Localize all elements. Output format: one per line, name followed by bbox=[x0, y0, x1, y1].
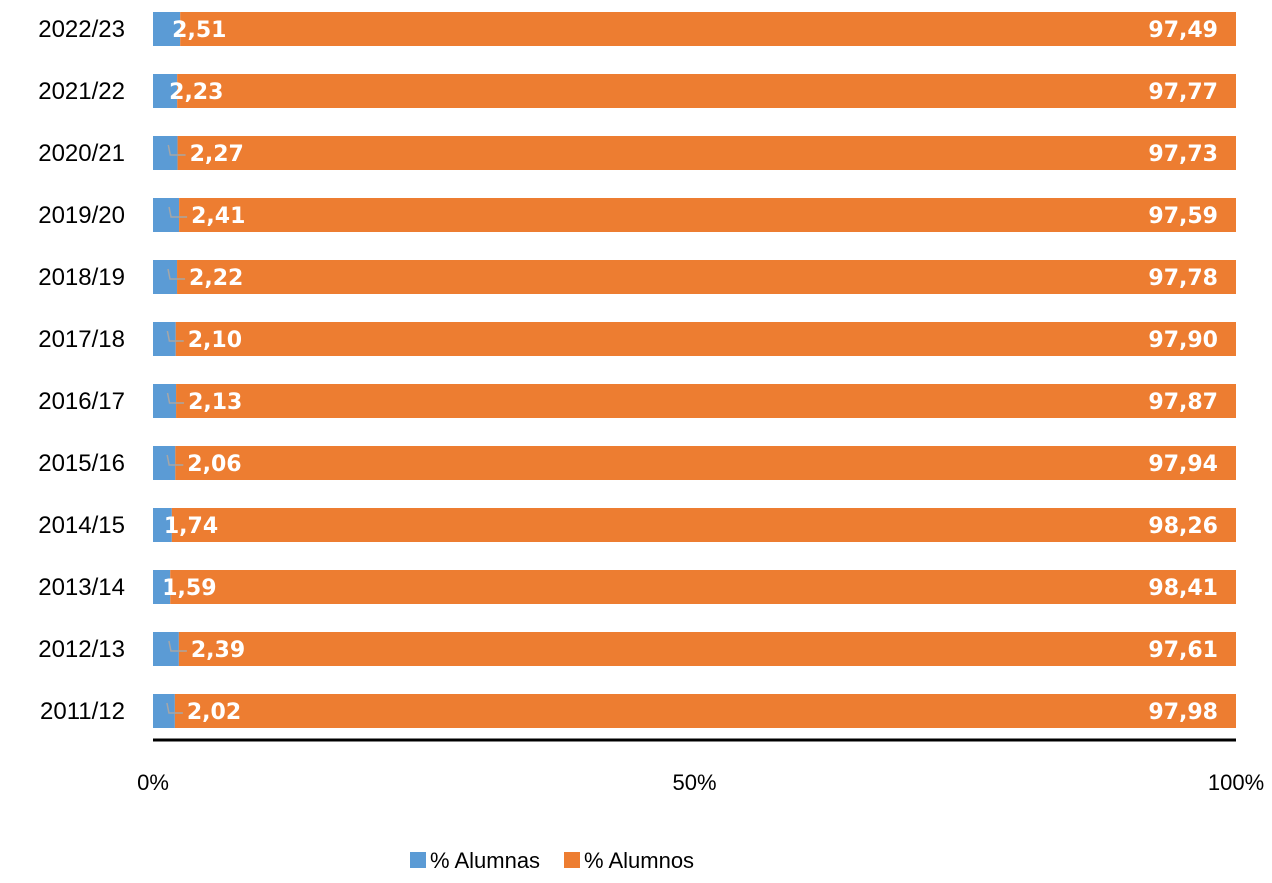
bar-alumnas bbox=[153, 632, 179, 666]
legend: % Alumnas % Alumnos bbox=[410, 848, 694, 873]
category-label: 2018/19 bbox=[38, 264, 125, 291]
bar-alumnos bbox=[179, 198, 1236, 232]
bar-alumnos bbox=[180, 12, 1236, 46]
bar-alumnas bbox=[153, 136, 178, 170]
data-label-alumnas: 1,74 bbox=[164, 514, 218, 539]
leader-line bbox=[166, 702, 183, 714]
data-label-alumnas: 2,13 bbox=[188, 390, 242, 415]
data-label-alumnos: 97,59 bbox=[1148, 204, 1218, 229]
data-label-alumnas: 2,06 bbox=[187, 452, 241, 477]
category-label: 2014/15 bbox=[38, 512, 125, 539]
legend-label: % Alumnas bbox=[430, 848, 540, 873]
bar-alumnos bbox=[177, 74, 1237, 108]
bar-alumnas bbox=[153, 260, 178, 294]
bar-alumnos bbox=[177, 136, 1236, 170]
x-tick-label: 0% bbox=[137, 770, 169, 795]
data-label-alumnos: 97,98 bbox=[1148, 700, 1218, 725]
data-label-alumnos: 98,41 bbox=[1148, 576, 1218, 601]
category-label: 2015/16 bbox=[38, 450, 125, 477]
bar-alumnas bbox=[153, 12, 181, 46]
bar-alumnas bbox=[153, 446, 176, 480]
leader-line bbox=[166, 392, 185, 404]
data-label-alumnas: 2,22 bbox=[189, 266, 243, 291]
bar-alumnas bbox=[153, 508, 172, 542]
category-label: 2020/21 bbox=[38, 140, 125, 167]
legend-swatch bbox=[410, 852, 426, 868]
category-label: 2022/23 bbox=[38, 16, 125, 43]
data-label-alumnos: 98,26 bbox=[1148, 514, 1218, 539]
bar-alumnos bbox=[178, 632, 1237, 666]
bar-alumnas bbox=[153, 322, 176, 356]
data-label-alumnas: 2,39 bbox=[191, 638, 245, 663]
bar-alumnas bbox=[153, 570, 171, 604]
data-labels-layer: 2,51 97,49 2,23 97,77 2,27 97,73 2,41 97,59 2,22… bbox=[162, 18, 1218, 725]
bars-layer bbox=[153, 12, 1237, 728]
category-label: 2016/17 bbox=[38, 388, 125, 415]
bar-alumnas bbox=[153, 198, 180, 232]
bar-alumnos bbox=[170, 570, 1236, 604]
leader-line bbox=[166, 454, 184, 466]
x-tick-label: 50% bbox=[672, 770, 716, 795]
data-label-alumnos: 97,87 bbox=[1148, 390, 1218, 415]
data-label-alumnos: 97,49 bbox=[1148, 18, 1218, 43]
bar-alumnos bbox=[175, 322, 1236, 356]
data-label-alumnas: 2,02 bbox=[187, 700, 241, 725]
data-label-alumnos: 97,90 bbox=[1148, 328, 1218, 353]
leader-line bbox=[166, 330, 184, 342]
legend-label: % Alumnos bbox=[584, 848, 694, 873]
data-label-alumnos: 97,94 bbox=[1148, 452, 1218, 477]
data-label-alumnos: 97,73 bbox=[1148, 142, 1218, 167]
bar-alumnos bbox=[177, 260, 1236, 294]
category-label: 2011/12 bbox=[40, 698, 125, 725]
x-tick-labels-layer: 0% 50% 100% bbox=[137, 770, 1264, 795]
bar-alumnas bbox=[153, 74, 178, 108]
data-label-alumnas: 1,59 bbox=[162, 576, 216, 601]
category-label: 2019/20 bbox=[38, 202, 125, 229]
bar-alumnas bbox=[153, 384, 177, 418]
category-label: 2012/13 bbox=[38, 636, 125, 663]
bar-alumnas bbox=[153, 694, 175, 728]
data-label-alumnos: 97,78 bbox=[1148, 266, 1218, 291]
category-label: 2013/14 bbox=[38, 574, 125, 601]
data-label-alumnos: 97,61 bbox=[1148, 638, 1218, 663]
leader-line bbox=[168, 640, 187, 652]
leader-line bbox=[167, 268, 186, 280]
bar-alumnos bbox=[174, 694, 1237, 728]
legend-swatch bbox=[564, 852, 580, 868]
bar-alumnos bbox=[175, 446, 1236, 480]
leader-lines-layer bbox=[166, 144, 188, 714]
data-label-alumnos: 97,77 bbox=[1148, 80, 1218, 105]
leader-line bbox=[167, 144, 186, 156]
leader-line bbox=[168, 206, 188, 218]
data-label-alumnas: 2,10 bbox=[188, 328, 242, 353]
bar-alumnos bbox=[176, 384, 1237, 418]
bar-alumnos bbox=[171, 508, 1236, 542]
category-labels-layer: 2022/23 2021/22 2020/21 2019/20 2018/19 2017/… bbox=[38, 16, 125, 725]
data-label-alumnas: 2,41 bbox=[191, 204, 245, 229]
x-tick-label: 100% bbox=[1208, 770, 1264, 795]
category-label: 2021/22 bbox=[38, 78, 125, 105]
data-label-alumnas: 2,27 bbox=[190, 142, 244, 167]
category-label: 2017/18 bbox=[38, 326, 125, 353]
data-label-alumnas: 2,23 bbox=[169, 80, 223, 105]
data-label-alumnas: 2,51 bbox=[172, 18, 226, 43]
